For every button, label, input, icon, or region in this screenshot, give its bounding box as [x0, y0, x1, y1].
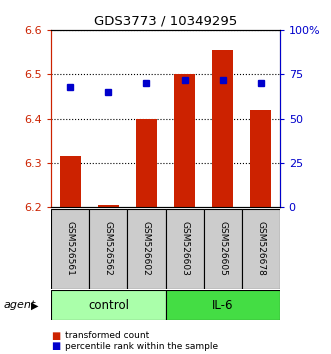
Bar — [98, 205, 119, 207]
Text: IL-6: IL-6 — [212, 299, 233, 312]
Bar — [60, 156, 81, 207]
Bar — [136, 119, 157, 207]
Text: GSM526562: GSM526562 — [104, 221, 113, 276]
Bar — [212, 50, 233, 207]
Bar — [166, 209, 204, 289]
Text: GSM526602: GSM526602 — [142, 221, 151, 276]
Text: GSM526561: GSM526561 — [66, 221, 75, 276]
Text: ■: ■ — [51, 341, 61, 351]
Text: GSM526603: GSM526603 — [180, 221, 189, 276]
Text: GSM526605: GSM526605 — [218, 221, 227, 276]
Text: transformed count: transformed count — [65, 331, 149, 340]
Bar — [166, 290, 280, 320]
Bar — [204, 209, 242, 289]
Bar — [250, 110, 271, 207]
Text: GSM526678: GSM526678 — [256, 221, 265, 276]
Bar — [174, 74, 195, 207]
Text: ■: ■ — [51, 331, 61, 341]
Bar — [51, 209, 89, 289]
Bar — [242, 209, 280, 289]
Bar — [51, 290, 166, 320]
Text: agent: agent — [3, 300, 35, 310]
Text: control: control — [88, 299, 129, 312]
Text: percentile rank within the sample: percentile rank within the sample — [65, 342, 218, 351]
Text: ▶: ▶ — [31, 300, 38, 310]
Bar — [127, 209, 166, 289]
Title: GDS3773 / 10349295: GDS3773 / 10349295 — [94, 15, 237, 28]
Bar — [89, 209, 127, 289]
